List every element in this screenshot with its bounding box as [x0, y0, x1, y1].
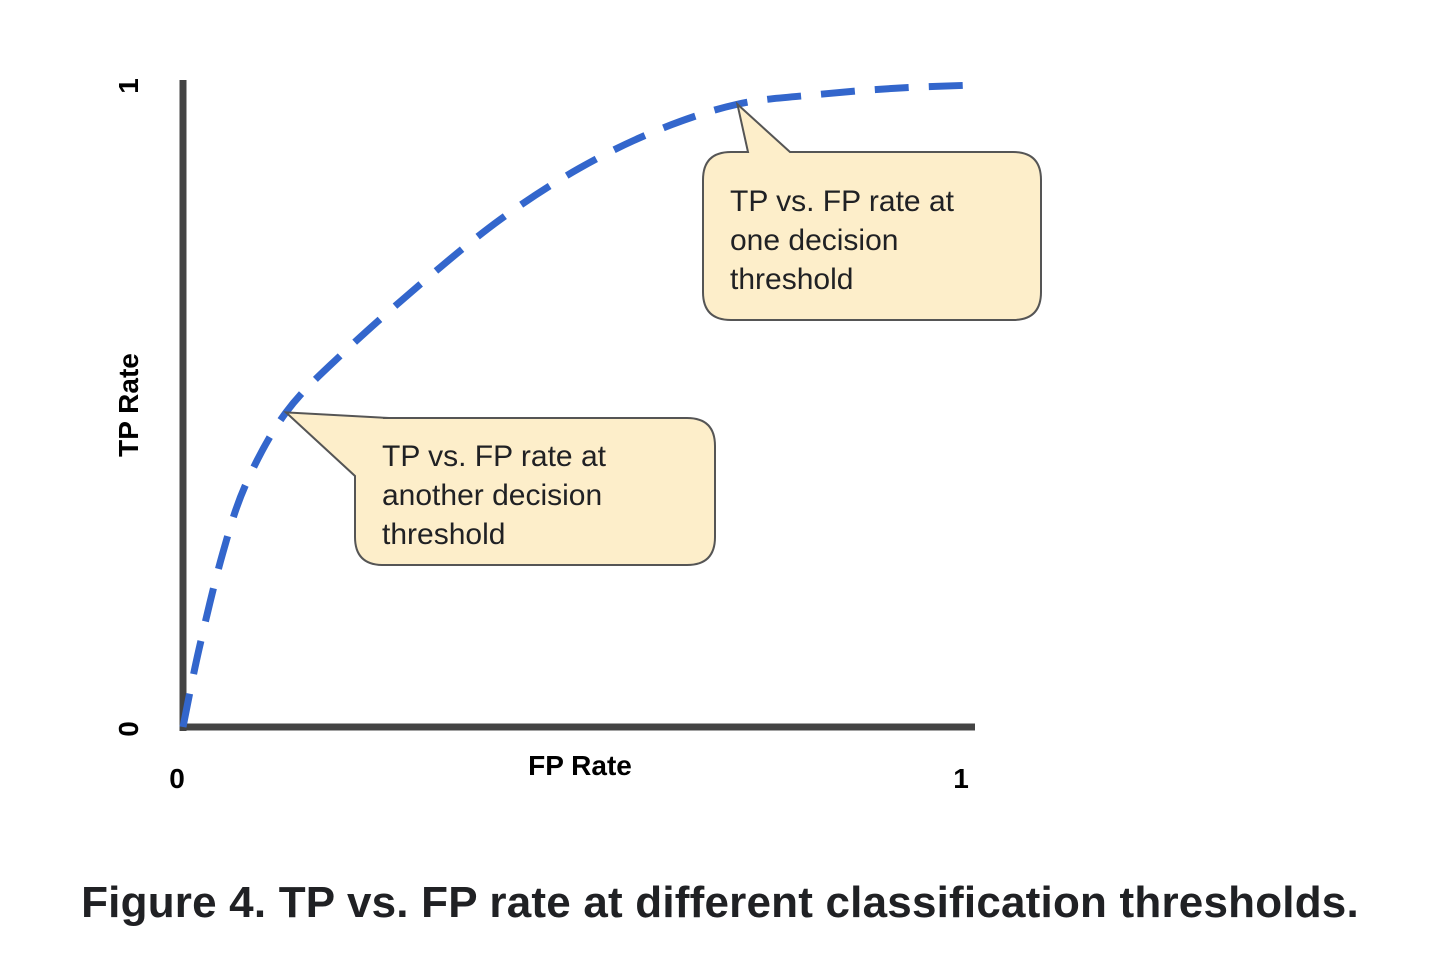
figure-caption: Figure 4. TP vs. FP rate at different cl…	[81, 878, 1359, 927]
x-tick-label-1: 1	[953, 763, 969, 794]
labels: 0 1 0 1 FP Rate TP Rate	[113, 78, 969, 794]
series-line-0	[179, 81, 976, 728]
curve-layer	[179, 81, 976, 728]
x-tick-label-0: 0	[169, 763, 185, 794]
callout-text-line: threshold	[730, 263, 853, 296]
callout-text-line: TP vs. FP rate at	[382, 440, 607, 473]
y-tick-label-1: 1	[113, 78, 144, 94]
callout-text-line: one decision	[730, 224, 898, 257]
callout-text-line: another decision	[382, 479, 602, 512]
callout-bubble	[702, 101, 1042, 321]
callout-upper: TP vs. FP rate at one decision threshold	[702, 101, 1042, 321]
y-tick-label-0: 0	[113, 721, 144, 737]
axes	[179, 80, 975, 731]
x-axis-label: FP Rate	[528, 750, 632, 781]
callout-bubble	[283, 411, 716, 566]
callout-lower: TP vs. FP rate at another decision thresho…	[283, 411, 716, 566]
callout-text-line: TP vs. FP rate at	[730, 185, 955, 218]
y-axis-label: TP Rate	[113, 353, 144, 457]
callout-text-line: threshold	[382, 518, 505, 551]
